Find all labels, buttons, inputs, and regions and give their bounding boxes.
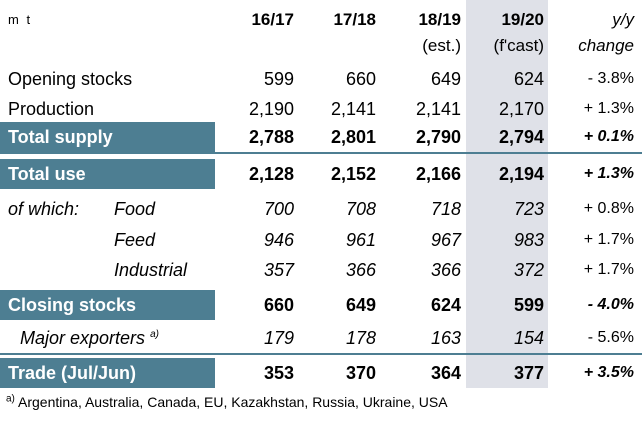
value-1819: 967 bbox=[430, 230, 461, 250]
value-change: - 4.0% bbox=[587, 296, 634, 313]
value-1920: 723 bbox=[513, 199, 544, 219]
value-1920: 599 bbox=[513, 295, 544, 315]
row-total-supply: Total supply 2,788 2,801 2,790 2,794 + 0… bbox=[0, 122, 642, 152]
col-header-1819: 18/19 bbox=[418, 10, 461, 29]
row-production: Production 2,190 2,141 2,141 2,170 + 1.3… bbox=[0, 94, 642, 124]
row-industrial: Industrial 357 366 366 372 + 1.7% bbox=[0, 255, 642, 285]
value-1718: 178 bbox=[345, 328, 376, 348]
row-label: Food bbox=[114, 199, 156, 219]
value-1617: 700 bbox=[263, 199, 294, 219]
value-1819: 2,141 bbox=[415, 99, 461, 119]
row-feed: Feed 946 961 967 983 + 1.7% bbox=[0, 225, 642, 255]
value-1819: 2,790 bbox=[415, 127, 461, 147]
forecast-column-shading bbox=[466, 0, 548, 388]
value-change: + 3.5% bbox=[583, 364, 634, 381]
row-total-use: Total use 2,128 2,152 2,166 2,194 + 1.3% bbox=[0, 159, 642, 189]
row-label: Closing stocks bbox=[8, 295, 137, 315]
value-1819: 364 bbox=[430, 363, 461, 383]
row-label: Total supply bbox=[8, 127, 113, 147]
unit-label: m t bbox=[8, 12, 33, 27]
row-label: Feed bbox=[114, 230, 156, 250]
row-label-band bbox=[0, 159, 215, 189]
row-label: Production bbox=[8, 99, 95, 119]
row-label: Opening stocks bbox=[8, 69, 133, 89]
sub-header-fcast: (f'cast) bbox=[493, 36, 544, 55]
value-change: + 1.3% bbox=[583, 100, 634, 117]
value-change: + 1.7% bbox=[583, 231, 634, 248]
row-food: of which: Food 700 708 718 723 + 0.8% bbox=[0, 194, 642, 224]
row-label: Major exporters a) bbox=[20, 323, 159, 353]
value-1819: 649 bbox=[430, 69, 461, 89]
value-1819: 163 bbox=[430, 328, 461, 348]
row-label: Trade (Jul/Jun) bbox=[8, 363, 137, 383]
value-1718: 649 bbox=[345, 295, 376, 315]
footnote-text: Argentina, Australia, Canada, EU, Kazakh… bbox=[14, 394, 448, 410]
row-label-band bbox=[0, 122, 215, 152]
value-1617: 353 bbox=[263, 363, 294, 383]
row-label: Industrial bbox=[114, 260, 188, 280]
value-1617: 946 bbox=[263, 230, 294, 250]
value-change: - 5.6% bbox=[587, 329, 634, 346]
value-1617: 357 bbox=[263, 260, 294, 280]
value-1718: 660 bbox=[345, 69, 376, 89]
value-1920: 154 bbox=[513, 328, 544, 348]
col-header-yy: y/y bbox=[612, 10, 634, 29]
value-1920: 2,194 bbox=[498, 164, 544, 184]
value-1920: 2,794 bbox=[498, 127, 544, 147]
value-1617: 660 bbox=[263, 295, 294, 315]
value-1819: 366 bbox=[430, 260, 461, 280]
row-label: Total use bbox=[8, 164, 86, 184]
value-1718: 708 bbox=[345, 199, 376, 219]
value-1819: 624 bbox=[430, 295, 461, 315]
row-label-band bbox=[0, 358, 215, 388]
footnote-marker: a) bbox=[150, 329, 159, 340]
value-1617: 179 bbox=[263, 328, 294, 348]
value-change: - 3.8% bbox=[587, 70, 634, 87]
value-change: + 0.1% bbox=[583, 128, 634, 145]
value-1617: 2,788 bbox=[248, 127, 294, 147]
value-1718: 2,801 bbox=[330, 127, 376, 147]
value-1920: 2,170 bbox=[498, 99, 544, 119]
value-1617: 599 bbox=[263, 69, 294, 89]
value-1617: 2,190 bbox=[248, 99, 294, 119]
value-1718: 2,141 bbox=[330, 99, 376, 119]
value-1718: 2,152 bbox=[330, 164, 376, 184]
row-label-text: Major exporters bbox=[20, 328, 146, 348]
value-1718: 366 bbox=[345, 260, 376, 280]
value-1920: 377 bbox=[513, 363, 544, 383]
row-opening-stocks: Opening stocks 599 660 649 624 - 3.8% bbox=[0, 64, 642, 94]
value-1819: 718 bbox=[430, 199, 461, 219]
col-header-1718: 17/18 bbox=[333, 10, 376, 29]
sub-header-change: change bbox=[578, 36, 634, 55]
row-closing-stocks: Closing stocks 660 649 624 599 - 4.0% bbox=[0, 290, 642, 320]
value-1920: 983 bbox=[513, 230, 544, 250]
value-1819: 2,166 bbox=[415, 164, 461, 184]
footnote-marker: a) bbox=[6, 393, 15, 405]
row-major-exporters: Major exporters a) 179 178 163 154 - 5.6… bbox=[0, 323, 642, 353]
header-row: m t 16/17 17/18 18/19 19/20 y/y bbox=[0, 5, 642, 35]
value-1718: 370 bbox=[345, 363, 376, 383]
divider bbox=[0, 353, 642, 355]
col-header-1617: 16/17 bbox=[251, 10, 294, 29]
footnote: a) Argentina, Australia, Canada, EU, Kaz… bbox=[6, 394, 448, 410]
value-1920: 624 bbox=[513, 69, 544, 89]
value-change: + 1.7% bbox=[583, 261, 634, 278]
row-trade: Trade (Jul/Jun) 353 370 364 377 + 3.5% bbox=[0, 358, 642, 388]
value-1920: 372 bbox=[513, 260, 544, 280]
value-1718: 961 bbox=[345, 230, 376, 250]
row-label-band bbox=[0, 290, 215, 320]
sub-header-est: (est.) bbox=[422, 36, 461, 55]
header-subrow: (est.) (f'cast) change bbox=[0, 31, 642, 61]
row-prefix: of which: bbox=[8, 199, 80, 219]
col-header-1920: 19/20 bbox=[501, 10, 544, 29]
value-change: + 1.3% bbox=[583, 165, 634, 182]
divider bbox=[0, 152, 642, 154]
value-change: + 0.8% bbox=[583, 200, 634, 217]
value-1617: 2,128 bbox=[248, 164, 294, 184]
